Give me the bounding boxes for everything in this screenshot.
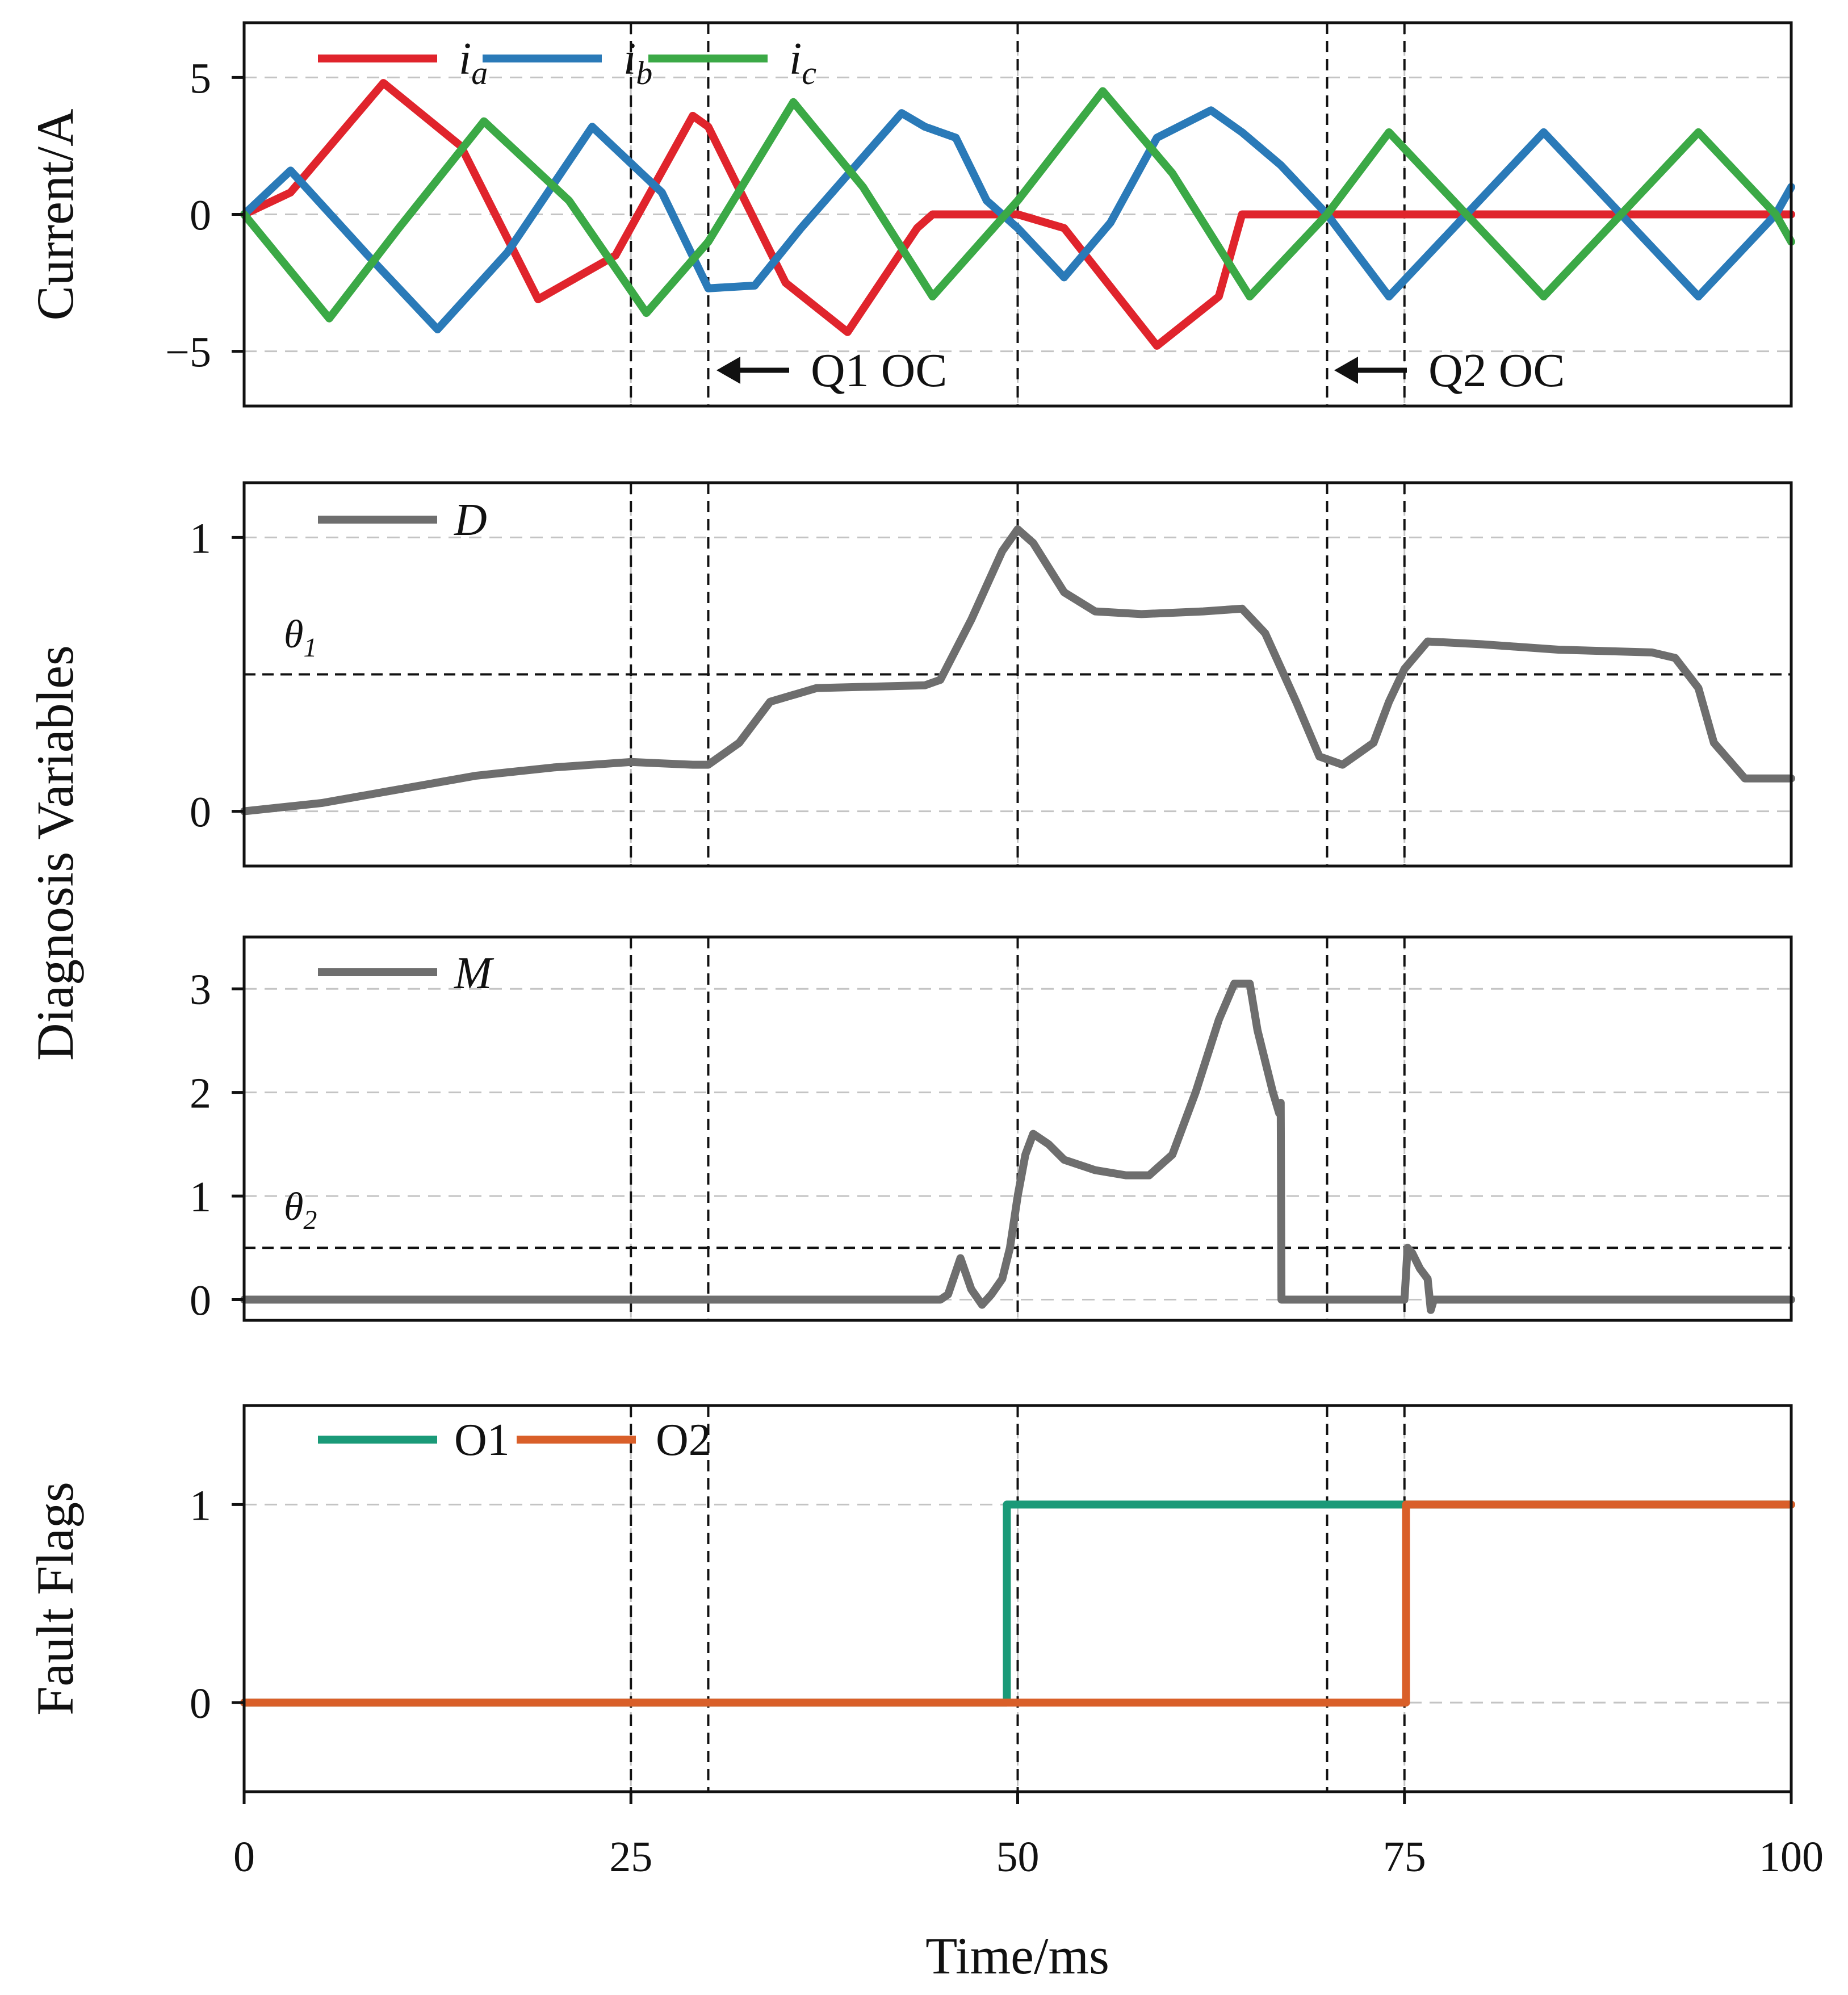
y-tick-label: 3	[190, 966, 211, 1014]
annotation-q2-label: Q2 OC	[1428, 344, 1565, 397]
panel-d-series	[240, 525, 1795, 815]
panel-current: −5 0 5 ia ib ic Q1 OC Q2 OC Current/A	[26, 21, 1795, 408]
series-line-ia	[240, 79, 1795, 350]
panel-current-y-ticks: −5 0 5	[165, 55, 244, 377]
panel-current-legend: ia ib ic	[318, 34, 816, 91]
annotation-q1-label: Q1 OC	[811, 344, 947, 397]
annotation-q2-arrow-icon	[1334, 357, 1358, 384]
x-tick-label: 25	[609, 1833, 652, 1881]
threshold-theta2-label: θ2	[284, 1185, 317, 1235]
diagnosis-variables-y-label: Diagnosis Variables	[26, 645, 84, 1061]
x-tick-label: 100	[1759, 1833, 1824, 1881]
panel-m-fault-lines	[630, 937, 1406, 1320]
y-tick-label: 0	[190, 192, 211, 240]
panel-flags-y-ticks: 01	[190, 1482, 244, 1728]
threshold-theta1-label: θ1	[284, 613, 317, 663]
x-tick-label: 75	[1383, 1833, 1426, 1881]
y-tick-label: 0	[190, 1680, 211, 1728]
panel-d: 01 D θ1	[190, 481, 1795, 868]
legend-o1-label: O1	[454, 1415, 510, 1465]
annotation-q2-oc: Q2 OC	[1334, 344, 1565, 397]
panel-m-frame	[242, 935, 1793, 1322]
legend-o2-label: O2	[656, 1415, 711, 1465]
panel-flags-y-label: Fault Flags	[26, 1482, 84, 1715]
y-tick-label: 1	[190, 515, 211, 562]
panel-m-series	[240, 980, 1795, 1314]
panel-m-y-ticks: 0 1 2 3	[190, 966, 244, 1325]
panel-current-series	[240, 79, 1795, 350]
series-line-d	[240, 525, 1795, 815]
panel-d-y-ticks: 01	[190, 515, 244, 837]
series-line-ic	[240, 87, 1795, 323]
annotation-q1-arrow-icon	[716, 357, 740, 384]
y-tick-label: −5	[165, 329, 211, 377]
annotation-q1-oc: Q1 OC	[716, 344, 947, 397]
legend-ic-label: ic	[789, 34, 816, 91]
panel-flags-legend: O1 O2	[318, 1415, 711, 1465]
x-tick-label: 0	[233, 1833, 255, 1881]
legend-ia-label: ia	[459, 34, 488, 91]
y-tick-label: 0	[190, 789, 211, 837]
series-line-o2	[240, 1500, 1795, 1707]
panel-flags-series	[240, 1500, 1795, 1707]
panel-flags-fault-lines	[630, 1406, 1406, 1792]
y-tick-label: 0	[190, 1277, 211, 1325]
y-tick-label: 5	[190, 55, 211, 102]
panel-flags-x-ticks: 0 25 50 75 100	[233, 1792, 1824, 1881]
panel-d-frame	[242, 481, 1793, 868]
legend-d-label: D	[454, 495, 487, 545]
y-tick-label: 1	[190, 1482, 211, 1529]
panel-m: 0 1 2 3 M θ2	[190, 935, 1795, 1325]
panel-flags: 01 0 25 50 75 100 O1 O2 Fault Flags Time/ms	[26, 1404, 1824, 1985]
y-tick-label: 2	[190, 1070, 211, 1118]
legend-m-label: M	[454, 948, 495, 998]
x-axis-label: Time/ms	[925, 1927, 1109, 1985]
panel-d-legend: D	[318, 495, 487, 545]
y-tick-label: 1	[190, 1173, 211, 1221]
panel-m-legend: M	[318, 948, 495, 998]
series-line-ib	[240, 106, 1795, 333]
panel-current-y-label: Current/A	[26, 108, 84, 320]
x-tick-label: 50	[996, 1833, 1040, 1881]
series-line-m	[240, 980, 1795, 1314]
